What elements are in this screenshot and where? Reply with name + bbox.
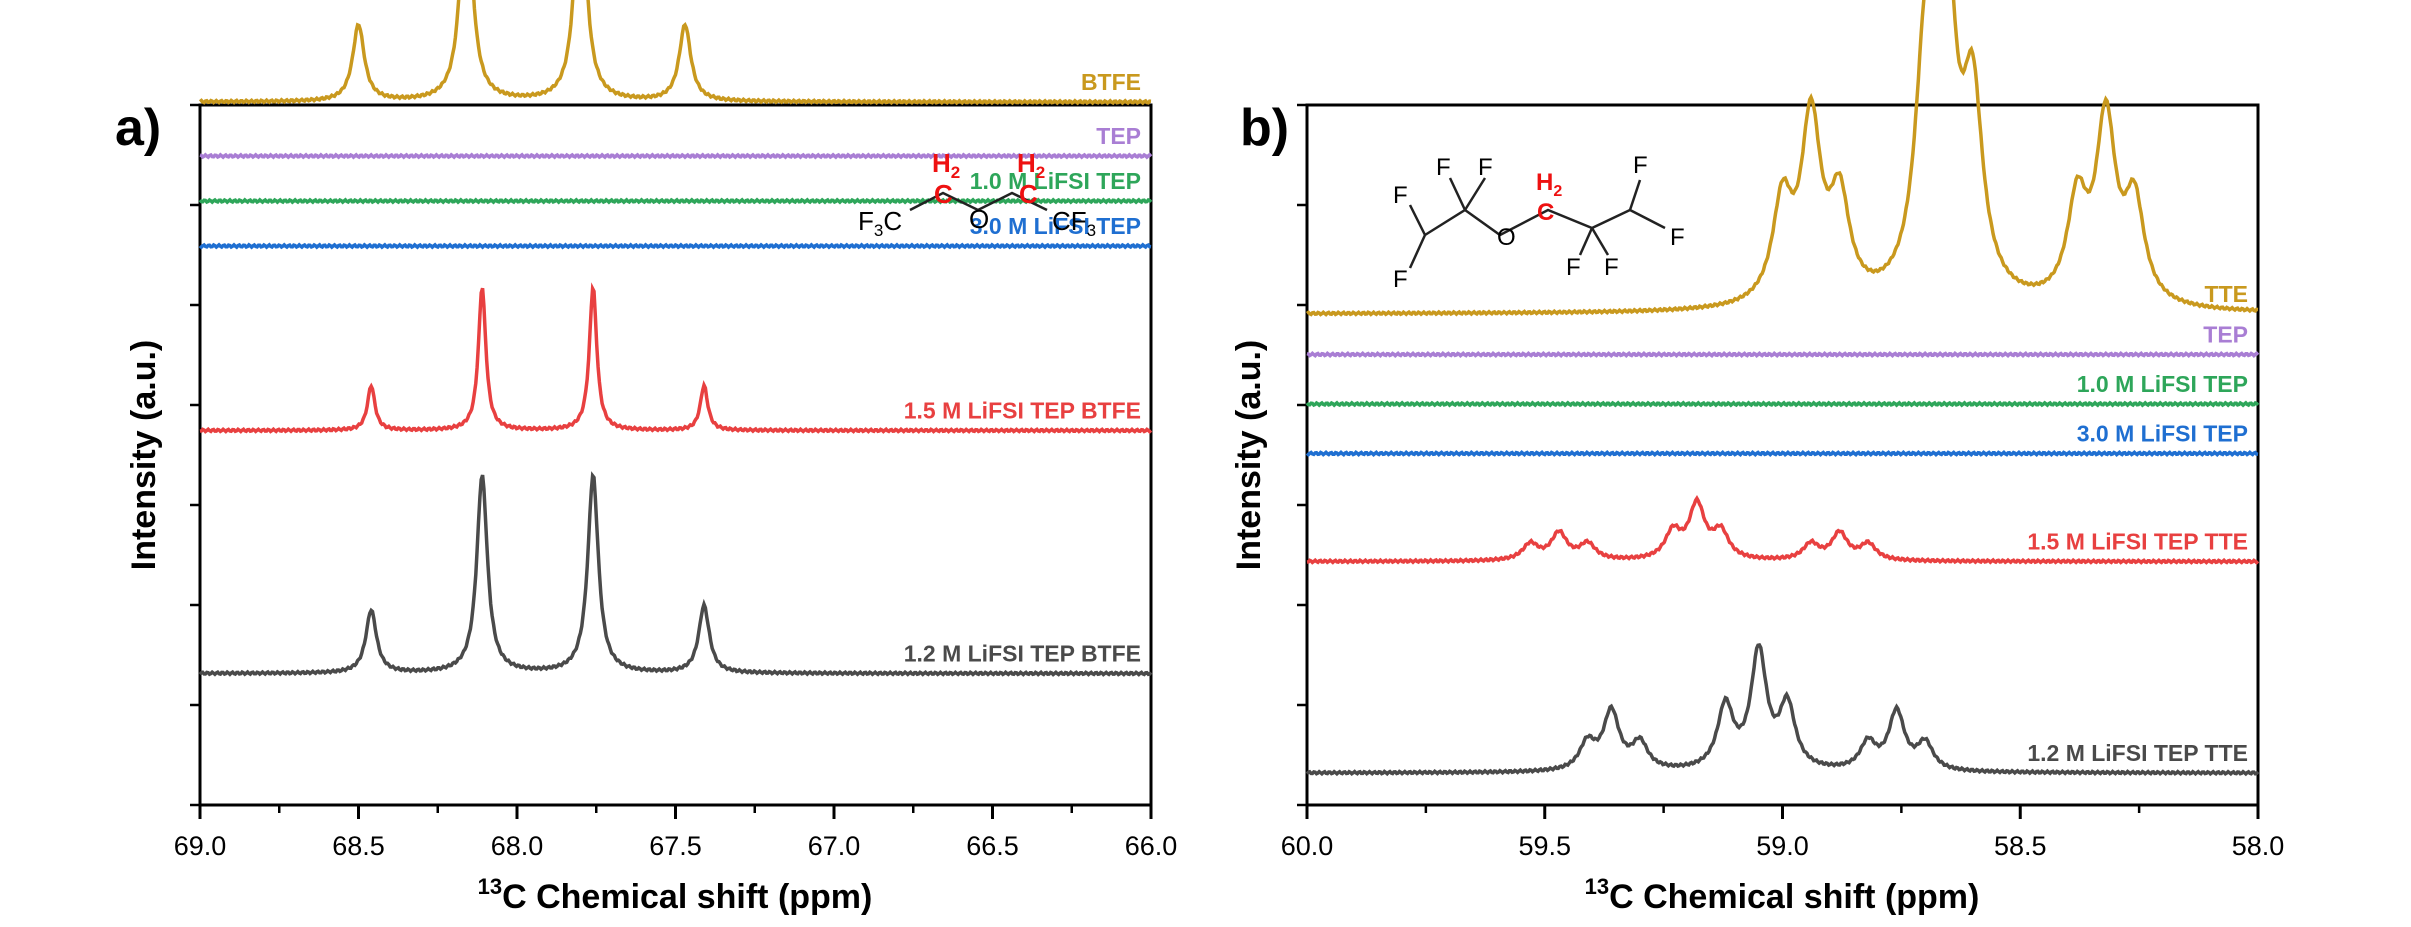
series-label-1-0-m-lifsi-tep: 1.0 M LiFSI TEP <box>2077 371 2248 397</box>
plot-frame-a <box>198 103 1153 807</box>
series-label-1-5-m-lifsi-tep-tte: 1.5 M LiFSI TEP TTE <box>2027 529 2248 555</box>
x-ticks-b: 60.0 59.5 59.0 58.5 58.0 <box>1281 103 2285 861</box>
series-line-btfe <box>198 0 1152 106</box>
x-tick-label: 67.5 <box>649 831 702 861</box>
tte-fluorine-1: F <box>1393 182 1408 209</box>
panel-a: a) 69.0 68.5 68.0 67.5 67.0 66.5 66.0 BTFE TEP 1… <box>115 0 1177 916</box>
tte-fluorine-8: F <box>1670 224 1685 251</box>
tte-ch2-carbon: C <box>1537 199 1554 226</box>
x-tick-label: 58.5 <box>1994 831 2047 861</box>
btfe-f3c-group: F3C <box>858 206 902 240</box>
x-tick-label: 66.5 <box>966 831 1019 861</box>
btfe-molecule-diagram: F3C O CF3 C C H2 H2 <box>858 148 1096 240</box>
series-label-1-2-m-lifsi-tep-tte: 1.2 M LiFSI TEP TTE <box>2027 740 2248 766</box>
series-line-1-0-m-lifsi-tep <box>1305 400 2260 408</box>
series-line-tep <box>199 152 1153 160</box>
series-label-1-2-m-lifsi-tep-btfe: 1.2 M LiFSI TEP BTFE <box>904 641 1141 667</box>
btfe-cf3-group: CF3 <box>1052 206 1096 240</box>
panel-label-a: a) <box>115 99 161 157</box>
series-group-a <box>198 0 1153 677</box>
panel-label-b: b) <box>1240 99 1289 157</box>
series-line-1-5-m-lifsi-tep-btfe <box>199 282 1153 435</box>
x-tick-label: 59.0 <box>1756 831 1809 861</box>
x-tick-label: 58.0 <box>2232 831 2285 861</box>
tte-fluorine-2: F <box>1393 266 1408 293</box>
series-line-3-0-m-lifsi-tep <box>1305 450 2259 457</box>
btfe-oxygen-atom: O <box>969 204 989 234</box>
series-line-1-0-m-lifsi-tep <box>198 197 1153 205</box>
series-label-tte: TTE <box>2205 281 2248 307</box>
btfe-h2-label-1: H2 <box>932 148 960 182</box>
series-group-b <box>1305 0 2260 777</box>
btfe-ch2-carbon-2: C <box>1019 179 1038 209</box>
tte-fluorine-6: F <box>1604 254 1619 281</box>
series-line-tep <box>1306 351 2260 358</box>
series-line-1-5-m-lifsi-tep-tte <box>1306 495 2260 565</box>
series-label-tep: TEP <box>2203 322 2248 348</box>
tte-molecule-diagram: F F F F O C H2 F F F F <box>1393 152 1685 293</box>
btfe-ch2-carbon-1: C <box>934 179 953 209</box>
x-tick-label: 60.0 <box>1281 831 1334 861</box>
series-line-3-0-m-lifsi-tep <box>198 242 1152 250</box>
tte-oxygen-atom: O <box>1497 224 1516 251</box>
btfe-h2-label-2: H2 <box>1017 148 1045 182</box>
y-axis-label-b: Intensity (a.u.) <box>1230 340 1268 570</box>
x-tick-label: 68.5 <box>332 831 385 861</box>
x-axis-label-b: 13C Chemical shift (ppm) <box>1585 874 1980 916</box>
tte-fluorine-5: F <box>1566 254 1581 281</box>
y-axis-label-a: Intensity (a.u.) <box>125 340 163 570</box>
series-label-btfe: BTFE <box>1081 69 1141 95</box>
series-line-tte <box>1305 0 2259 317</box>
tte-fluorine-3: F <box>1436 154 1451 181</box>
series-labels-b: TTE TEP 1.0 M LiFSI TEP 3.0 M LiFSI TEP 1.5 … <box>2027 281 2248 766</box>
x-tick-label: 59.5 <box>1518 831 1571 861</box>
series-line-1-2-m-lifsi-tep-btfe <box>198 471 1153 677</box>
series-label-tep: TEP <box>1096 123 1141 149</box>
panel-b: b) 60.0 59.5 59.0 58.5 58.0 TTE TEP 1.0 M LiFS… <box>1230 0 2284 916</box>
tte-fluorine-4: F <box>1478 154 1493 181</box>
x-ticks-a: 69.0 68.5 68.0 67.5 67.0 66.5 66.0 <box>174 103 1178 861</box>
x-tick-label: 69.0 <box>174 831 227 861</box>
tte-h2-label: H2 <box>1536 169 1562 200</box>
series-line-1-2-m-lifsi-tep-tte <box>1305 643 2260 777</box>
series-label-3-0-m-lifsi-tep: 3.0 M LiFSI TEP <box>970 213 1141 239</box>
series-label-1-5-m-lifsi-tep-btfe: 1.5 M LiFSI TEP BTFE <box>904 398 1141 424</box>
x-axis-label-a: 13C Chemical shift (ppm) <box>478 874 873 916</box>
series-label-1-0-m-lifsi-tep: 1.0 M LiFSI TEP <box>970 168 1141 194</box>
series-label-3-0-m-lifsi-tep: 3.0 M LiFSI TEP <box>2077 421 2248 447</box>
series-labels-a: BTFE TEP 1.0 M LiFSI TEP 3.0 M LiFSI TEP 1.5… <box>904 69 1141 667</box>
tte-fluorine-7: F <box>1633 152 1648 179</box>
x-tick-label: 68.0 <box>491 831 544 861</box>
x-tick-label: 66.0 <box>1125 831 1178 861</box>
x-tick-label: 67.0 <box>808 831 861 861</box>
